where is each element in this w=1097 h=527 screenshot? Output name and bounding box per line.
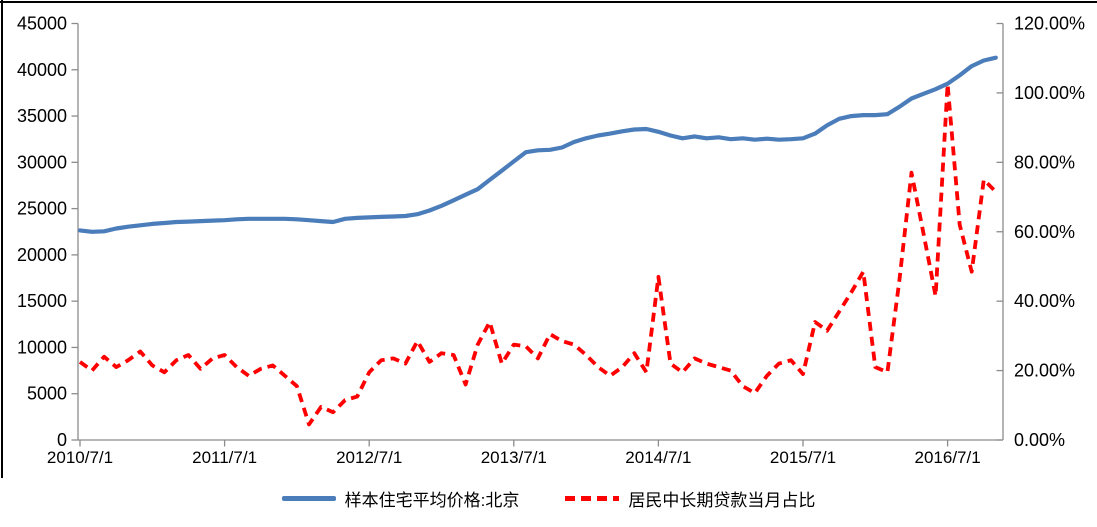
series-line-loan-share [78, 82, 998, 427]
series-line-price-beijing [77, 55, 998, 234]
right-axis-tick-label: 100.00% [1014, 83, 1085, 103]
right-axis-tick-label: 80.00% [1014, 152, 1075, 172]
legend-item-price: 样本住宅平均价格:北京 [281, 486, 520, 511]
left-axis-tick-label: 40000 [17, 60, 67, 80]
left-axis-tick-label: 35000 [17, 106, 67, 126]
top-border-line [0, 1, 1097, 3]
right-axis-tick-label: 120.00% [1014, 14, 1085, 34]
x-axis-tick-label: 2012/7/1 [336, 448, 402, 467]
x-axis-tick-label: 2011/7/1 [192, 448, 257, 467]
left-axis-tick-label: 30000 [17, 152, 67, 172]
left-border-line [1, 0, 3, 478]
right-axis-tick-label: 60.00% [1014, 222, 1075, 242]
x-axis-tick-label: 2013/7/1 [481, 448, 547, 467]
x-axis-tick-label: 2014/7/1 [625, 448, 691, 467]
left-axis-tick-label: 0 [57, 430, 67, 450]
x-axis-tick-label: 2015/7/1 [770, 448, 836, 467]
left-axis-tick-label: 45000 [17, 14, 67, 34]
left-axis-tick-label: 20000 [17, 245, 67, 265]
axes [71, 22, 1004, 447]
right-axis-tick-label: 40.00% [1014, 291, 1075, 311]
legend-item-loan: 居民中长期贷款当月占比 [565, 486, 815, 511]
axis-tick-labels: 45000 40000 35000 30000 25000 20000 15000 10000… [17, 14, 1085, 468]
right-axis-tick-label: 0.00% [1014, 430, 1065, 450]
right-axis-tick-label: 20.00% [1014, 361, 1075, 381]
x-axis-tick-label: 2010/7/1 [47, 448, 113, 467]
left-axis-tick-label: 5000 [27, 384, 67, 404]
legend-line-sample-solid [281, 496, 336, 501]
left-axis-tick-label: 15000 [17, 291, 67, 311]
x-axis-tick-label: 2016/7/1 [915, 448, 981, 467]
chart-legend: 样本住宅平均价格:北京 居民中长期贷款当月占比 [0, 486, 1097, 511]
left-axis-tick-label: 25000 [17, 199, 67, 219]
legend-line-sample-dashed [565, 496, 620, 501]
left-axis-tick-label: 10000 [17, 337, 67, 357]
legend-label-price: 样本住宅平均价格:北京 [344, 491, 520, 510]
legend-label-loan: 居民中长期贷款当月占比 [628, 491, 816, 510]
